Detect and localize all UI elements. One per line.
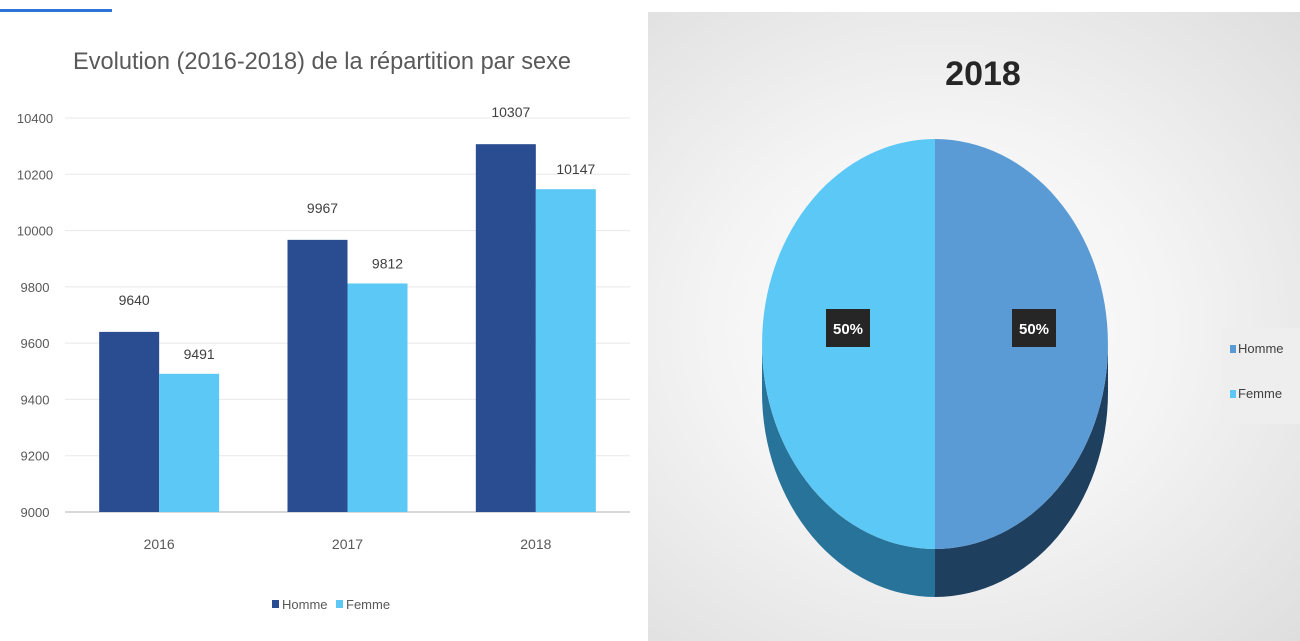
y-tick-label: 9800 — [21, 280, 50, 295]
data-label-femme: 10147 — [556, 161, 595, 177]
bar-homme — [99, 331, 160, 512]
y-tick-label: 9600 — [21, 336, 50, 351]
pie-legend-box — [1222, 328, 1300, 424]
y-tick-label: 9000 — [21, 505, 50, 520]
pie-label-femme: 50% — [833, 321, 863, 338]
pie-label-box-femme — [826, 309, 870, 347]
y-tick-label: 9400 — [21, 392, 50, 407]
x-tick-label: 2016 — [144, 536, 175, 552]
pie-chart-panel: 2018 50% 50% Homme Femme — [648, 12, 1300, 641]
data-label-homme: 9640 — [119, 292, 150, 308]
y-tick-label: 10000 — [17, 224, 53, 239]
bar-femme — [159, 373, 220, 512]
pie-side-homme — [935, 344, 1108, 597]
bar-chart-panel: Evolution (2016-2018) de la répartition … — [0, 12, 640, 641]
bar-chart: Evolution (2016-2018) de la répartition … — [17, 48, 630, 612]
data-label-homme: 9967 — [307, 200, 338, 216]
top-header-strip — [0, 0, 1300, 12]
y-tick-label: 9200 — [21, 449, 50, 464]
pie-label-box-homme — [1012, 309, 1056, 347]
header-underline — [0, 9, 112, 12]
data-label-homme: 10307 — [491, 104, 530, 120]
chart-title: Evolution (2016-2018) de la répartition … — [73, 48, 571, 75]
bar-femme — [347, 283, 408, 512]
pie-chart: 2018 50% 50% Homme Femme — [762, 55, 1300, 597]
pie-legend-swatch-homme — [1230, 345, 1236, 353]
bar-femme — [535, 189, 596, 513]
pie-legend-label-homme: Homme — [1238, 341, 1284, 356]
y-tick-label: 10400 — [17, 111, 53, 126]
bar-homme — [475, 144, 536, 512]
bar-homme — [287, 239, 348, 512]
pie-side-femme — [762, 344, 935, 597]
data-label-femme: 9491 — [184, 346, 215, 362]
x-tick-label: 2018 — [520, 536, 551, 552]
pie-legend-swatch-femme — [1230, 390, 1236, 398]
legend-label-homme: Homme — [282, 597, 328, 612]
legend-label-femme: Femme — [346, 597, 390, 612]
y-tick-label: 10200 — [17, 167, 53, 182]
data-label-femme: 9812 — [372, 255, 403, 271]
legend-swatch-homme — [272, 600, 279, 608]
pie-title: 2018 — [945, 55, 1021, 93]
x-tick-label: 2017 — [332, 536, 363, 552]
pie-label-homme: 50% — [1019, 321, 1049, 338]
pie-legend-label-femme: Femme — [1238, 386, 1282, 401]
legend-swatch-femme — [336, 600, 343, 608]
